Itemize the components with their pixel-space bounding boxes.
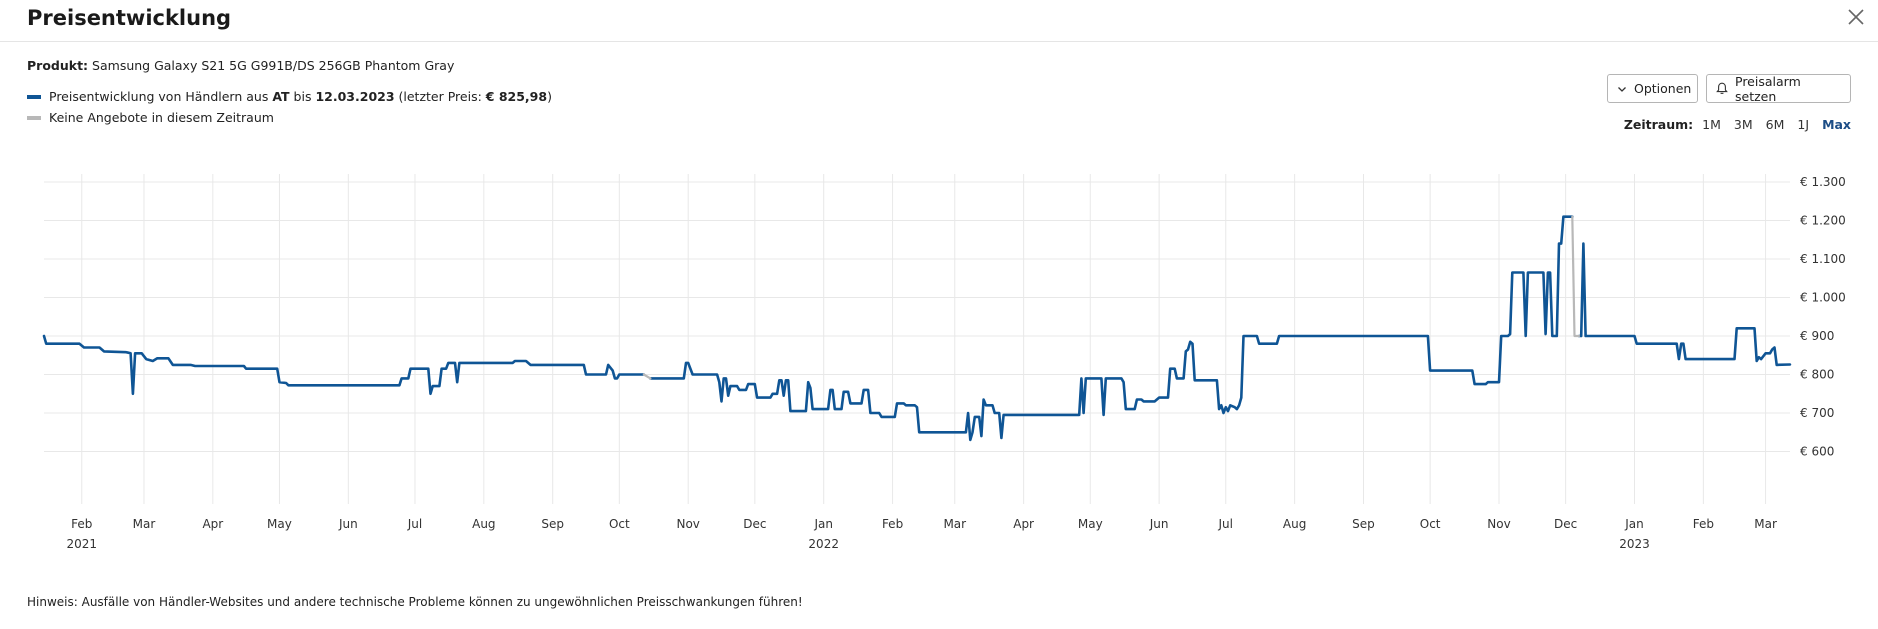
x-tick-label: Dec <box>1554 517 1577 531</box>
legend-mid: bis <box>293 89 312 104</box>
hint-text: Hinweis: Ausfälle von Händler-Websites u… <box>27 595 803 609</box>
legend-prices: Preisentwicklung von Händlern aus AT bis… <box>27 89 552 104</box>
x-tick-label: Oct <box>609 517 630 531</box>
close-icon[interactable] <box>1844 5 1868 29</box>
x-tick-label: Nov <box>1487 517 1510 531</box>
x-tick-label: Mar <box>1754 517 1777 531</box>
legend-prices-text: Preisentwicklung von Händlern aus AT bis… <box>49 89 552 104</box>
y-tick-label: € 700 <box>1800 406 1834 420</box>
legend-swatch-prices <box>27 94 41 99</box>
x-tick-label: Jan <box>813 517 833 531</box>
legend-country: AT <box>272 89 290 104</box>
dialog-title: Preisentwicklung <box>27 6 232 30</box>
price-alarm-button-label: Preisalarm setzen <box>1735 73 1801 104</box>
y-tick-label: € 1.300 <box>1800 175 1846 189</box>
dialog-header: Preisentwicklung <box>0 0 1878 42</box>
x-tick-label: Dec <box>743 517 766 531</box>
x-tick-label: Aug <box>472 517 495 531</box>
x-year-label: 2022 <box>808 537 839 551</box>
options-button-label: Optionen <box>1634 81 1692 96</box>
y-tick-label: € 900 <box>1800 329 1834 343</box>
x-tick-label: Oct <box>1420 517 1441 531</box>
price-line <box>42 334 646 396</box>
no-offers-line <box>642 373 652 380</box>
price-chart: € 600 € 700 € 800 € 900 € 1.000 € 1.100 € 1.20… <box>42 174 1846 551</box>
bell-icon <box>1716 82 1728 95</box>
y-tick-label: € 600 <box>1800 445 1834 459</box>
legend-swatch-no-offers <box>27 115 41 120</box>
legend-last-price: € 825,98 <box>485 89 548 104</box>
x-tick-label: Feb <box>882 517 903 531</box>
product-label: Produkt: <box>27 58 89 73</box>
chevron-down-icon <box>1617 84 1627 94</box>
x-tick-label: Jun <box>338 517 358 531</box>
no-offers-line <box>1571 215 1581 338</box>
legend-date: 12.03.2023 <box>315 89 395 104</box>
x-tick-label: Jan <box>1624 517 1644 531</box>
zeitraum-1j[interactable]: 1J <box>1797 117 1810 132</box>
x-tick-label: Sep <box>1352 517 1375 531</box>
x-tick-label: Jul <box>1218 517 1233 531</box>
price-alarm-button[interactable]: Preisalarm setzen <box>1706 73 1851 104</box>
product-line: Produkt: Samsung Galaxy S21 5G G991B/DS … <box>27 58 454 73</box>
legend-no-offers: Keine Angebote in diesem Zeitraum <box>27 110 274 125</box>
x-tick-label: Jul <box>407 517 422 531</box>
zeitraum-label: Zeitraum: <box>1623 117 1694 132</box>
x-tick-label: Mar <box>943 517 966 531</box>
y-tick-label: € 1.000 <box>1800 291 1846 305</box>
x-year-label: 2023 <box>1619 537 1650 551</box>
zeitraum-3m[interactable]: 3M <box>1733 117 1753 132</box>
zeitraum-6m[interactable]: 6M <box>1765 117 1785 132</box>
x-tick-label: Nov <box>676 517 699 531</box>
legend-prefix: Preisentwicklung von Händlern aus <box>49 89 269 104</box>
legend-last-label: (letzter Preis: <box>398 89 482 104</box>
y-tick-label: € 1.200 <box>1800 214 1846 228</box>
price-line <box>1577 242 1792 367</box>
x-tick-label: May <box>1078 517 1103 531</box>
price-line <box>649 215 1574 442</box>
y-tick-label: € 1.100 <box>1800 252 1846 266</box>
zeitraum-max[interactable]: Max <box>1822 117 1851 132</box>
legend-suffix: ) <box>547 89 552 104</box>
x-tick-label: Feb <box>1693 517 1714 531</box>
x-tick-label: Apr <box>202 517 223 531</box>
x-tick-label: Feb <box>71 517 92 531</box>
zeitraum-selector: Zeitraum: 1M 3M 6M 1J Max <box>1624 117 1851 132</box>
x-tick-label: Apr <box>1013 517 1034 531</box>
x-tick-label: Mar <box>133 517 156 531</box>
y-tick-label: € 800 <box>1800 368 1834 382</box>
legend-no-offers-text: Keine Angebote in diesem Zeitraum <box>49 110 274 125</box>
x-tick-label: Jun <box>1149 517 1169 531</box>
options-button[interactable]: Optionen <box>1607 74 1698 103</box>
zeitraum-1m[interactable]: 1M <box>1702 117 1721 132</box>
x-tick-label: Aug <box>1283 517 1306 531</box>
x-tick-label: Sep <box>541 517 564 531</box>
x-year-label: 2021 <box>66 537 97 551</box>
product-name: Samsung Galaxy S21 5G G991B/DS 256GB Pha… <box>92 58 455 73</box>
x-tick-label: May <box>267 517 292 531</box>
